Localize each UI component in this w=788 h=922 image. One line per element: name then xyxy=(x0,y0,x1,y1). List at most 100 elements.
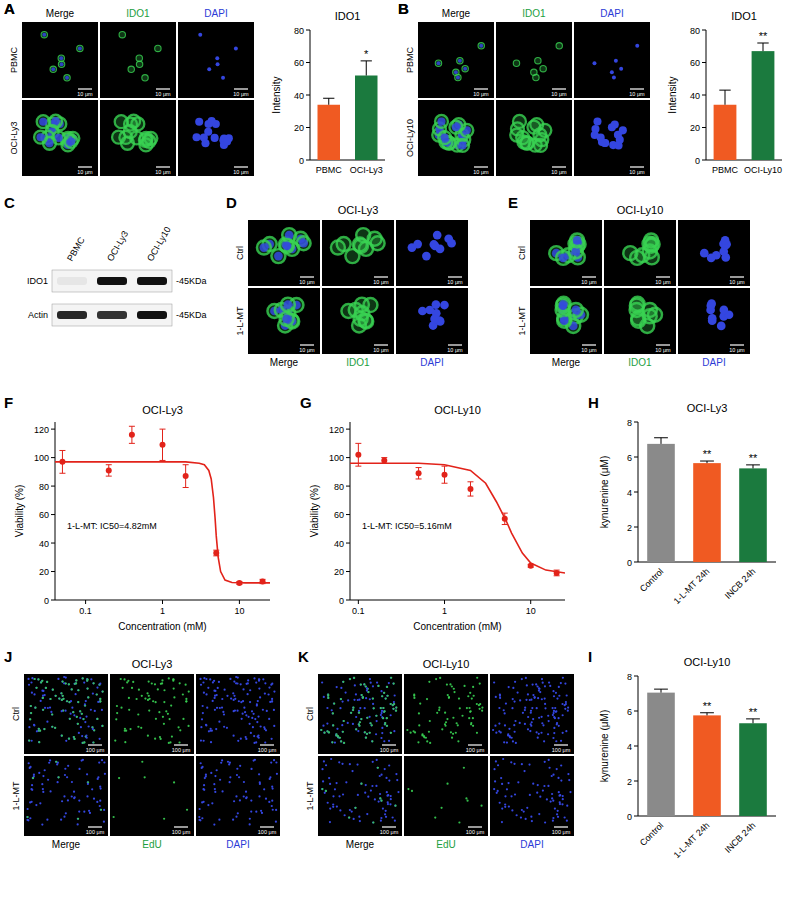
nucleus xyxy=(221,698,223,700)
nucleus xyxy=(720,306,729,315)
nucleus xyxy=(537,784,539,786)
nucleus xyxy=(101,725,103,727)
edu-signal xyxy=(86,680,88,682)
nucleus xyxy=(29,718,31,720)
y-tick xyxy=(634,746,638,747)
edu-signal xyxy=(385,697,387,699)
column-label: Merge xyxy=(442,8,471,19)
edu-signal xyxy=(352,709,354,711)
chart-title: IDO1 xyxy=(731,10,757,22)
nucleus xyxy=(205,724,207,726)
edu-signal xyxy=(479,703,481,705)
edu-signal xyxy=(438,709,440,711)
column-label: Merge xyxy=(46,8,75,19)
y-tick-label: 20 xyxy=(294,123,304,133)
nucleus xyxy=(30,705,32,707)
nucleus xyxy=(258,795,260,797)
nucleus xyxy=(357,794,359,796)
nucleus xyxy=(258,687,260,689)
micrograph: 10 μm xyxy=(418,100,494,176)
edu-signal xyxy=(383,711,385,713)
edu-signal xyxy=(459,707,461,709)
nucleus xyxy=(206,707,208,709)
x-tick-label: 0.1 xyxy=(79,606,92,616)
nucleus xyxy=(372,761,374,763)
nucleus xyxy=(237,740,239,742)
nucleus xyxy=(557,816,559,818)
cell-ido1 xyxy=(438,131,451,144)
chart-title: IDO1 xyxy=(335,10,361,22)
nucleus xyxy=(273,709,275,711)
x-tick xyxy=(358,600,359,604)
nucleus xyxy=(52,689,54,691)
nucleus xyxy=(379,797,381,799)
row-label: 1-L-MT xyxy=(11,781,21,811)
nucleus xyxy=(269,778,271,780)
edu-signal xyxy=(100,809,102,811)
nucleus xyxy=(385,777,387,779)
nucleus xyxy=(199,678,201,680)
edu-signal xyxy=(148,695,150,697)
scale-bar xyxy=(468,744,482,745)
nucleus xyxy=(258,737,260,739)
x-axis-label: Concentration (mM) xyxy=(118,621,206,632)
panel-letter: I xyxy=(588,648,592,665)
y-tick-label: 100 xyxy=(34,453,49,463)
nucleus xyxy=(436,61,440,65)
edu-signal xyxy=(463,685,465,687)
scale-bar-label: 10 μm xyxy=(629,91,645,97)
nucleus xyxy=(271,698,273,700)
edu-signal xyxy=(384,722,386,724)
nucleus xyxy=(262,709,264,711)
row-label: IDO1 xyxy=(27,276,48,286)
y-tick xyxy=(634,492,638,493)
image-background xyxy=(404,756,488,836)
nucleus xyxy=(29,817,31,819)
cell-ido1 xyxy=(527,121,540,134)
y-tick-label: 80 xyxy=(39,482,49,492)
row-label: OCI-Ly3 xyxy=(9,121,19,154)
nucleus xyxy=(433,231,442,240)
nucleus xyxy=(353,818,355,820)
nucleus xyxy=(104,773,106,775)
nucleus xyxy=(504,803,506,805)
x-tick-label: Control xyxy=(638,566,666,594)
nucleus xyxy=(222,711,224,713)
nucleus xyxy=(355,693,357,695)
micrograph-panel: OCI-Ly10Ctrl10 μm10 μm10 μm1-L-MT10 μm10… xyxy=(517,204,750,368)
nucleus xyxy=(562,677,564,679)
nucleus xyxy=(380,712,382,714)
edu-signal xyxy=(170,704,172,706)
nucleus xyxy=(498,730,500,732)
nucleus xyxy=(284,300,293,309)
edu-signal xyxy=(155,718,157,720)
nucleus xyxy=(532,718,534,720)
nucleus xyxy=(513,763,515,765)
edu-signal xyxy=(457,740,459,742)
nucleus xyxy=(355,716,357,718)
edu-signal xyxy=(466,707,468,709)
y-axis-label: kynurenine (μM) xyxy=(599,456,610,528)
nucleus xyxy=(359,721,361,723)
nucleus xyxy=(90,678,92,680)
nucleus xyxy=(258,773,260,775)
edu-signal xyxy=(395,706,397,708)
error-cap xyxy=(361,60,372,61)
nucleus xyxy=(238,776,240,778)
scale-bar-label: 10 μm xyxy=(155,91,171,97)
edu-signal xyxy=(366,733,368,735)
nucleus xyxy=(41,783,43,785)
nucleus xyxy=(370,724,372,726)
error-bar xyxy=(700,713,714,716)
cell-ido1 xyxy=(119,32,125,38)
nucleus xyxy=(558,795,560,797)
bar-chart: 02468OCI-Ly10kynurenine (μM)Control**1-L… xyxy=(599,656,776,860)
nucleus xyxy=(558,301,567,310)
panel-title: OCI-Ly10 xyxy=(617,204,664,216)
nucleus xyxy=(565,730,567,732)
y-axis-label: Intensity xyxy=(271,76,282,113)
nucleus xyxy=(498,707,500,709)
cell-ido1 xyxy=(449,121,462,134)
scale-bar xyxy=(474,166,488,167)
significance: * xyxy=(364,48,369,60)
